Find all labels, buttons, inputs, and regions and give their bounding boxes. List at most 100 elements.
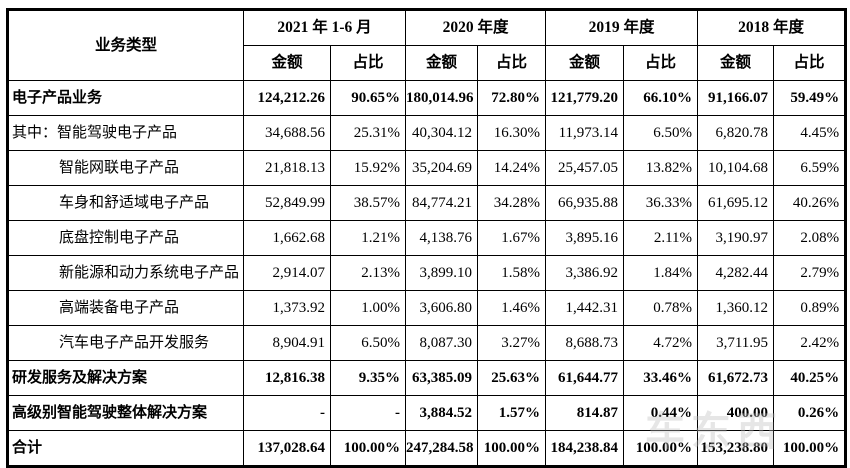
ratio-cell: 0.44% <box>623 395 699 431</box>
header-amount-2019: 金额 <box>545 45 625 81</box>
amount-cell: 124,212.26 <box>243 80 331 116</box>
amount-cell: 184,238.84 <box>545 430 625 467</box>
amount-cell: 21,818.13 <box>243 150 331 186</box>
header-amount-2018: 金额 <box>697 45 775 81</box>
ratio-cell: 2.13% <box>329 255 407 291</box>
ratio-cell: 0.78% <box>623 290 699 326</box>
header-period-2021: 2021 年 1-6 月 <box>242 9 407 46</box>
ratio-cell: 34.28% <box>477 185 547 221</box>
ratio-cell: 40.26% <box>773 185 847 221</box>
amount-cell: 137,028.64 <box>243 430 331 467</box>
amount-cell: 25,457.05 <box>545 150 625 186</box>
amount-cell: 180,014.96 <box>405 80 479 116</box>
ratio-cell: 90.65% <box>329 80 407 116</box>
ratio-cell: 1.57% <box>477 395 547 431</box>
amount-cell: 3,190.97 <box>697 220 775 256</box>
table-row: 汽车电子产品开发服务 8,904.91 6.50% 8,087.30 3.27% 8,68… <box>7 325 847 361</box>
ratio-cell: 25.63% <box>477 360 547 396</box>
row-label: 其中：智能驾驶电子产品 <box>7 115 244 151</box>
ratio-cell: 6.50% <box>623 115 699 151</box>
amount-cell: 3,386.92 <box>545 255 625 291</box>
ratio-cell: 6.59% <box>773 150 847 186</box>
ratio-cell: 2.79% <box>773 255 847 291</box>
table-row: 高端装备电子产品 1,373.92 1.00% 3,606.80 1.46% 1,442.… <box>7 290 847 326</box>
table-row: 其中：智能驾驶电子产品 34,688.56 25.31% 40,304.12 16.30… <box>7 115 847 151</box>
amount-cell: 52,849.99 <box>243 185 331 221</box>
ratio-cell: 72.80% <box>477 80 547 116</box>
row-label: 合计 <box>7 430 244 467</box>
ratio-cell: 3.27% <box>477 325 547 361</box>
ratio-cell: 100.00% <box>477 430 547 467</box>
amount-cell: 400.00 <box>697 395 775 431</box>
table-row: 新能源和动力系统电子产品 2,914.07 2.13% 3,899.10 1.58% 3,… <box>7 255 847 291</box>
table-row: 高级别智能驾驶整体解决方案 - -3,884.52 1.57% 814.87 0.44% 4… <box>7 395 847 431</box>
amount-cell: 61,672.73 <box>697 360 775 396</box>
amount-cell: 1,373.92 <box>243 290 331 326</box>
ratio-cell: 36.33% <box>623 185 699 221</box>
ratio-cell: 33.46% <box>623 360 699 396</box>
ratio-cell: 40.25% <box>773 360 847 396</box>
amount-cell: 10,104.68 <box>697 150 775 186</box>
ratio-cell: 6.50% <box>329 325 407 361</box>
ratio-cell: 100.00% <box>773 430 847 467</box>
ratio-cell: 1.46% <box>477 290 547 326</box>
table-row: 车身和舒适域电子产品 52,849.99 38.57% 84,774.21 34.28%… <box>7 185 847 221</box>
table-row: 智能网联电子产品 21,818.13 15.92% 35,204.69 14.24% 25… <box>7 150 847 186</box>
amount-cell: 3,899.10 <box>405 255 479 291</box>
ratio-cell: 1.00% <box>329 290 407 326</box>
amount-cell: 3,711.95 <box>697 325 775 361</box>
amount-cell: 6,820.78 <box>697 115 775 151</box>
amount-cell: 34,688.56 <box>243 115 331 151</box>
ratio-cell: 13.82% <box>623 150 699 186</box>
header-period-2020: 2020 年度 <box>405 9 547 46</box>
header-ratio-2018: 占比 <box>773 45 847 81</box>
table-header: 业务类型 2021 年 1-6 月 2020 年度 2019 年度 2018 年… <box>7 9 847 81</box>
amount-cell: 11,973.14 <box>545 115 625 151</box>
header-period-row: 业务类型 2021 年 1-6 月 2020 年度 2019 年度 2018 年… <box>7 9 847 81</box>
header-period-2019: 2019 年度 <box>545 9 699 46</box>
ratio-cell: 100.00% <box>623 430 699 467</box>
ratio-cell: 59.49% <box>773 80 847 116</box>
amount-cell: 1,442.31 <box>545 290 625 326</box>
amount-cell: 61,695.12 <box>697 185 775 221</box>
amount-cell: 121,779.20 <box>545 80 625 116</box>
ratio-cell: 25.31% <box>329 115 407 151</box>
ratio-cell: 0.26% <box>773 395 847 431</box>
ratio-cell: 14.24% <box>477 150 547 186</box>
row-label: 车身和舒适域电子产品 <box>7 185 244 221</box>
row-label: 新能源和动力系统电子产品 <box>7 255 244 291</box>
ratio-cell: 1.58% <box>477 255 547 291</box>
table-row: 底盘控制电子产品 1,662.68 1.21% 4,138.76 1.67% 3,895.… <box>7 220 847 256</box>
ratio-cell: - <box>329 395 407 431</box>
header-ratio-2020: 占比 <box>477 45 547 81</box>
amount-cell: 66,935.88 <box>545 185 625 221</box>
ratio-cell: 100.00% <box>329 430 407 467</box>
ratio-cell: 1.21% <box>329 220 407 256</box>
amount-cell: 4,282.44 <box>697 255 775 291</box>
amount-cell: 61,644.77 <box>545 360 625 396</box>
amount-cell: 8,904.91 <box>243 325 331 361</box>
header-amount-2020: 金额 <box>405 45 479 81</box>
row-label: 高级别智能驾驶整体解决方案 <box>7 395 244 431</box>
amount-cell: 1,360.12 <box>697 290 775 326</box>
amount-cell: 8,087.30 <box>405 325 479 361</box>
ratio-cell: 1.67% <box>477 220 547 256</box>
table-row: 研发服务及解决方案 12,816.38 9.35% 63,385.09 25.63% 61… <box>7 360 847 396</box>
revenue-breakdown-table: 业务类型 2021 年 1-6 月 2020 年度 2019 年度 2018 年… <box>6 8 848 468</box>
amount-cell: 2,914.07 <box>243 255 331 291</box>
amount-cell: 3,884.52 <box>405 395 479 431</box>
amount-cell: 63,385.09 <box>405 360 479 396</box>
ratio-cell: 38.57% <box>329 185 407 221</box>
ratio-cell: 2.11% <box>623 220 699 256</box>
amount-cell: 3,606.80 <box>405 290 479 326</box>
amount-cell: 84,774.21 <box>405 185 479 221</box>
row-label: 电子产品业务 <box>7 80 244 116</box>
amount-cell: 4,138.76 <box>405 220 479 256</box>
amount-cell: 153,238.80 <box>697 430 775 467</box>
ratio-cell: 0.89% <box>773 290 847 326</box>
amount-cell: 12,816.38 <box>243 360 331 396</box>
table-body: 电子产品业务 124,212.26 90.65% 180,014.96 72.80% 12… <box>7 80 847 467</box>
ratio-cell: 2.42% <box>773 325 847 361</box>
row-label: 汽车电子产品开发服务 <box>7 325 244 361</box>
header-business-type: 业务类型 <box>7 9 244 81</box>
